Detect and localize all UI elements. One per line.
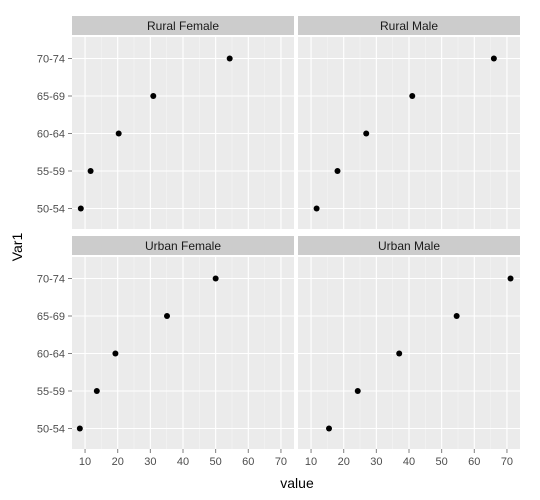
x-tick-label: 20 (338, 456, 350, 468)
x-tick-label: 30 (370, 456, 382, 468)
y-tick-label: 50-54 (37, 424, 65, 436)
facet-strip (298, 16, 520, 35)
facet-title: Rural Male (380, 19, 438, 33)
x-tick-label: 70 (275, 456, 287, 468)
facet-panel: Rural Female 50-54 55-59 60-64 65-69 70-74 (37, 16, 294, 229)
data-point (363, 130, 370, 137)
facet-strip (298, 236, 520, 255)
data-point (77, 205, 84, 212)
data-point (93, 388, 100, 394)
data-point (409, 93, 416, 99)
x-tick-label: 50 (210, 456, 222, 468)
x-tick-label: 50 (436, 456, 448, 468)
data-point (490, 55, 497, 62)
data-point (76, 425, 83, 432)
data-point (334, 168, 341, 174)
y-tick-label: 70-74 (37, 274, 65, 286)
y-tick-label: 65-69 (37, 311, 65, 323)
data-point (164, 313, 171, 319)
data-point (87, 168, 94, 174)
x-tick-label: 60 (468, 456, 480, 468)
data-point (396, 350, 403, 357)
y-tick-label: 70-74 (37, 54, 65, 66)
x-tick-label: 60 (242, 456, 254, 468)
y-tick-label: 65-69 (37, 91, 65, 103)
data-point (313, 205, 320, 212)
x-tick-label: 10 (305, 456, 317, 468)
x-tick-label: 70 (501, 456, 513, 468)
facet-title: Rural Female (147, 19, 219, 33)
y-axis-title: Var1 (9, 233, 25, 262)
y-tick-label: 50-54 (37, 204, 65, 216)
data-point (150, 93, 157, 99)
facet-title: Urban Male (378, 239, 440, 253)
x-tick-label: 10 (79, 456, 91, 468)
facet-panel: Rural Male (298, 16, 520, 229)
data-point (507, 275, 514, 282)
y-tick-label: 55-59 (37, 386, 65, 398)
data-point (115, 130, 122, 137)
data-point (453, 313, 460, 319)
data-point (354, 388, 361, 394)
facet-panel: Urban Female 50-54 55-59 60-64 65-69 70-74 10 2… (37, 236, 294, 468)
x-tick-label: 40 (177, 456, 189, 468)
data-point (112, 350, 119, 357)
y-tick-label: 60-64 (37, 129, 65, 141)
facet-title: Urban Female (145, 239, 221, 253)
y-tick-label: 55-59 (37, 166, 65, 178)
x-tick-label: 20 (112, 456, 124, 468)
facet-strip (72, 236, 294, 255)
data-point (226, 55, 233, 62)
data-point (326, 425, 333, 432)
x-axis-title: value (280, 475, 314, 491)
facet-strip (72, 16, 294, 35)
facet-panel: Urban Male 10 20 30 40 50 60 70 (298, 236, 520, 468)
x-tick-label: 30 (144, 456, 156, 468)
x-tick-label: 40 (403, 456, 415, 468)
data-point (212, 275, 219, 282)
y-tick-label: 60-64 (37, 349, 65, 361)
